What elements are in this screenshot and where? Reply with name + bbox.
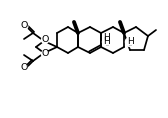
Text: O: O [20, 63, 28, 72]
Text: H: H [127, 38, 133, 46]
Text: ··: ·· [105, 43, 109, 48]
Text: O: O [20, 21, 28, 30]
Circle shape [125, 38, 135, 46]
Circle shape [41, 51, 49, 57]
Text: O: O [41, 49, 49, 59]
Text: H: H [104, 34, 110, 42]
Circle shape [20, 22, 28, 30]
Circle shape [41, 36, 49, 44]
Text: O: O [41, 36, 49, 44]
Text: ··: ·· [128, 43, 132, 48]
Circle shape [102, 38, 112, 46]
Circle shape [103, 34, 111, 42]
Text: H: H [104, 38, 110, 46]
Circle shape [20, 64, 28, 72]
